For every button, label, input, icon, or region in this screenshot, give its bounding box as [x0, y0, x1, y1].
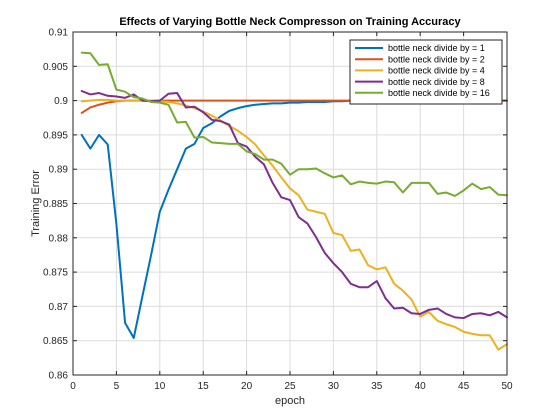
legend-label-5: bottle neck divide by = 16: [388, 88, 490, 98]
y-tick-label: 0.86: [49, 371, 69, 382]
ticks: 0 5 10 15 20 25 30 35 40 45 50 0.86 0.865 0.87 0.875 0.…: [43, 28, 513, 393]
x-tick-label: 35: [371, 381, 383, 392]
y-tick-label: 0.905: [43, 62, 68, 73]
y-axis-label: Training Error: [30, 170, 42, 237]
legend-label-1: bottle neck divide by = 1: [388, 43, 485, 53]
y-tick-label: 0.88: [49, 233, 69, 244]
x-tick-label: 10: [154, 381, 166, 392]
x-axis-label: epoch: [275, 395, 305, 407]
chart-title: Effects of Varying Bottle Neck Compresso…: [119, 16, 461, 28]
series-line-5: [80, 51, 508, 197]
legend-label-3: bottle neck divide by = 4: [388, 66, 485, 76]
y-tick-label: 0.9: [54, 96, 68, 107]
legend-label-2: bottle neck divide by = 2: [388, 54, 485, 64]
x-tick-label: 0: [70, 381, 76, 392]
x-tick-label: 15: [198, 381, 210, 392]
x-tick-label: 40: [415, 381, 427, 392]
legend-label-4: bottle neck divide by = 8: [388, 77, 485, 87]
x-tick-label: 20: [241, 381, 253, 392]
y-tick-label: 0.87: [49, 302, 69, 313]
y-tick-label: 0.89: [49, 165, 69, 176]
y-tick-label: 0.895: [43, 130, 68, 141]
y-tick-label: 0.865: [43, 336, 68, 347]
x-tick-label: 30: [328, 381, 340, 392]
x-tick-label: 50: [501, 381, 513, 392]
x-tick-label: 25: [284, 381, 296, 392]
x-tick-label: 45: [458, 381, 470, 392]
x-tick-label: 5: [114, 381, 120, 392]
y-tick-label: 0.875: [43, 268, 68, 279]
y-tick-label: 0.885: [43, 199, 68, 210]
y-tick-label: 0.91: [49, 28, 69, 39]
